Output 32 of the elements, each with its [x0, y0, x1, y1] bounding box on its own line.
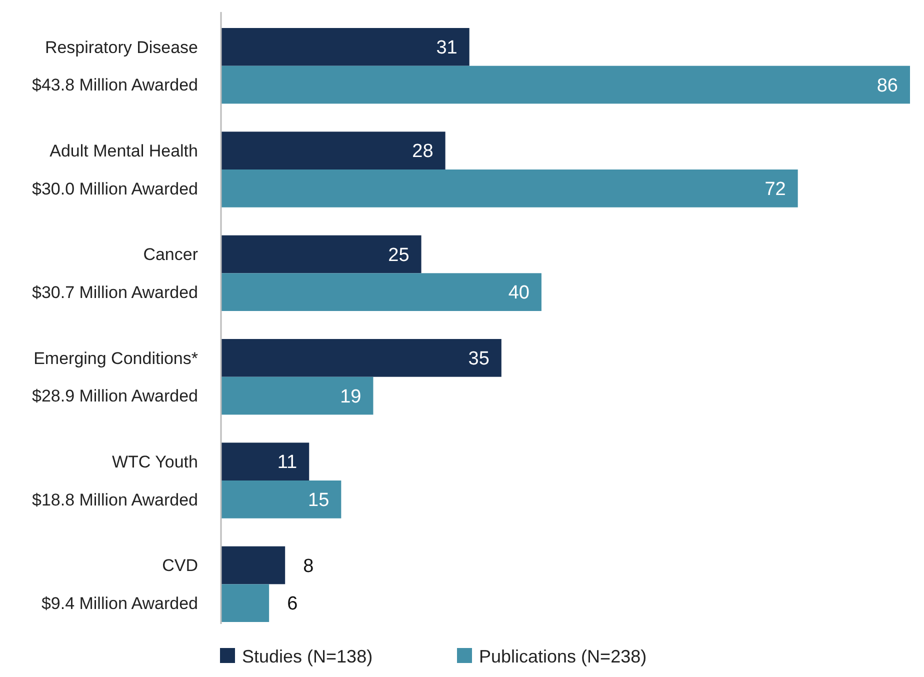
- bar: [221, 480, 342, 518]
- data-label: 31: [436, 38, 458, 59]
- bar: [221, 132, 446, 170]
- legend-label: Publications (N=238): [479, 646, 647, 666]
- y-tick-label: Cancer $30.7 Million Awarded: [32, 245, 198, 302]
- data-label: 11: [277, 452, 298, 474]
- y-tick-label: CVD $9.4 Million Awarded: [41, 556, 198, 614]
- bar: [221, 273, 542, 312]
- bar: [221, 66, 910, 104]
- bar: [221, 546, 286, 584]
- data-label: 72: [764, 179, 786, 200]
- data-label: 40: [508, 282, 530, 304]
- y-tick-label: Respiratory Disease $43.8 Million Awarded: [32, 38, 198, 95]
- bar: [221, 28, 470, 66]
- data-label: 28: [412, 141, 434, 162]
- data-label: 6: [287, 594, 298, 615]
- bar: [221, 376, 374, 415]
- y-tick-label: WTC Youth $18.8 Million Awarded: [32, 452, 198, 510]
- data-label: 86: [876, 75, 898, 96]
- bar: [221, 338, 502, 377]
- data-label: 8: [303, 556, 314, 577]
- data-label: 25: [388, 244, 410, 266]
- bar: [221, 442, 310, 480]
- y-tick-label: Emerging Conditions* $28.9 Million Awarded: [32, 348, 198, 406]
- data-label: 15: [308, 490, 330, 512]
- bar: [221, 235, 422, 274]
- y-tick-label: Adult Mental Health $30.0 Million Awarded: [32, 142, 198, 198]
- data-label: 19: [340, 386, 362, 408]
- bar: [221, 170, 798, 208]
- bar: [221, 584, 270, 622]
- legend-label: Studies (N=138): [242, 646, 373, 666]
- data-label: 35: [468, 348, 490, 370]
